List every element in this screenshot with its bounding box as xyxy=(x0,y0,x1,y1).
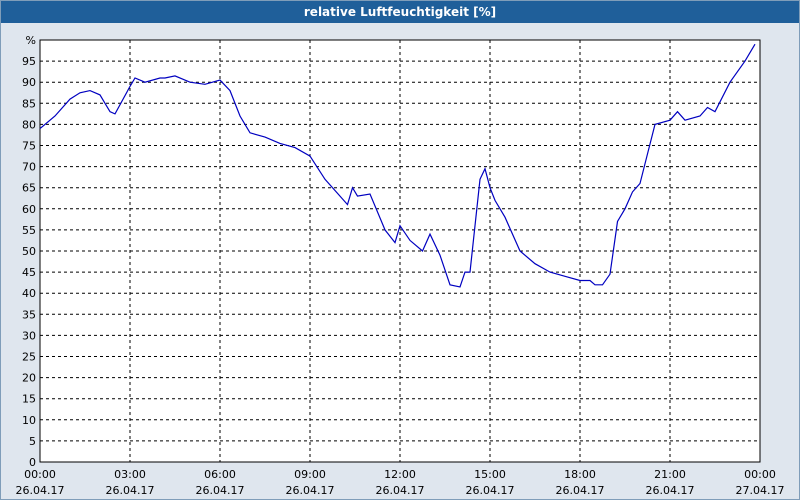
y-tick-label: 0 xyxy=(29,456,36,469)
x-tick-time: 00:00 xyxy=(24,468,56,481)
chart-title: relative Luftfeuchtigkeit [%] xyxy=(1,1,799,23)
x-tick-date: 26.04.17 xyxy=(646,484,695,497)
x-tick-date: 27.04.17 xyxy=(736,484,785,497)
y-tick-label: 20 xyxy=(22,372,36,385)
x-tick-date: 26.04.17 xyxy=(466,484,515,497)
y-tick-label: 60 xyxy=(22,203,36,216)
y-tick-label: 45 xyxy=(22,266,36,279)
y-tick-label: 55 xyxy=(22,224,36,237)
y-tick-label: 40 xyxy=(22,287,36,300)
x-tick-time: 06:00 xyxy=(204,468,236,481)
x-tick-date: 26.04.17 xyxy=(106,484,155,497)
x-tick-time: 21:00 xyxy=(654,468,686,481)
x-tick-time: 15:00 xyxy=(474,468,506,481)
x-tick-date: 26.04.17 xyxy=(196,484,245,497)
y-tick-label: 80 xyxy=(22,118,36,131)
x-tick-time: 18:00 xyxy=(564,468,596,481)
x-tick-time: 09:00 xyxy=(294,468,326,481)
x-tick-date: 26.04.17 xyxy=(376,484,425,497)
y-tick-label: 35 xyxy=(22,308,36,321)
y-tick-label: % xyxy=(26,34,36,47)
y-tick-label: 15 xyxy=(22,393,36,406)
y-tick-label: 5 xyxy=(29,435,36,448)
x-tick-date: 26.04.17 xyxy=(286,484,335,497)
x-tick-time: 12:00 xyxy=(384,468,416,481)
x-tick-date: 26.04.17 xyxy=(16,484,65,497)
y-tick-label: 65 xyxy=(22,182,36,195)
x-tick-date: 26.04.17 xyxy=(556,484,605,497)
y-tick-label: 95 xyxy=(22,55,36,68)
y-tick-label: 25 xyxy=(22,351,36,364)
humidity-series-line xyxy=(39,43,756,288)
y-tick-label: 70 xyxy=(22,161,36,174)
x-tick-time: 00:00 xyxy=(744,468,776,481)
y-tick-label: 90 xyxy=(22,76,36,89)
y-tick-label: 30 xyxy=(22,329,36,342)
y-tick-label: 75 xyxy=(22,140,36,153)
x-tick-time: 03:00 xyxy=(114,468,146,481)
y-tick-label: 10 xyxy=(22,414,36,427)
y-tick-label: 85 xyxy=(22,97,36,110)
y-tick-label: 50 xyxy=(22,245,36,258)
